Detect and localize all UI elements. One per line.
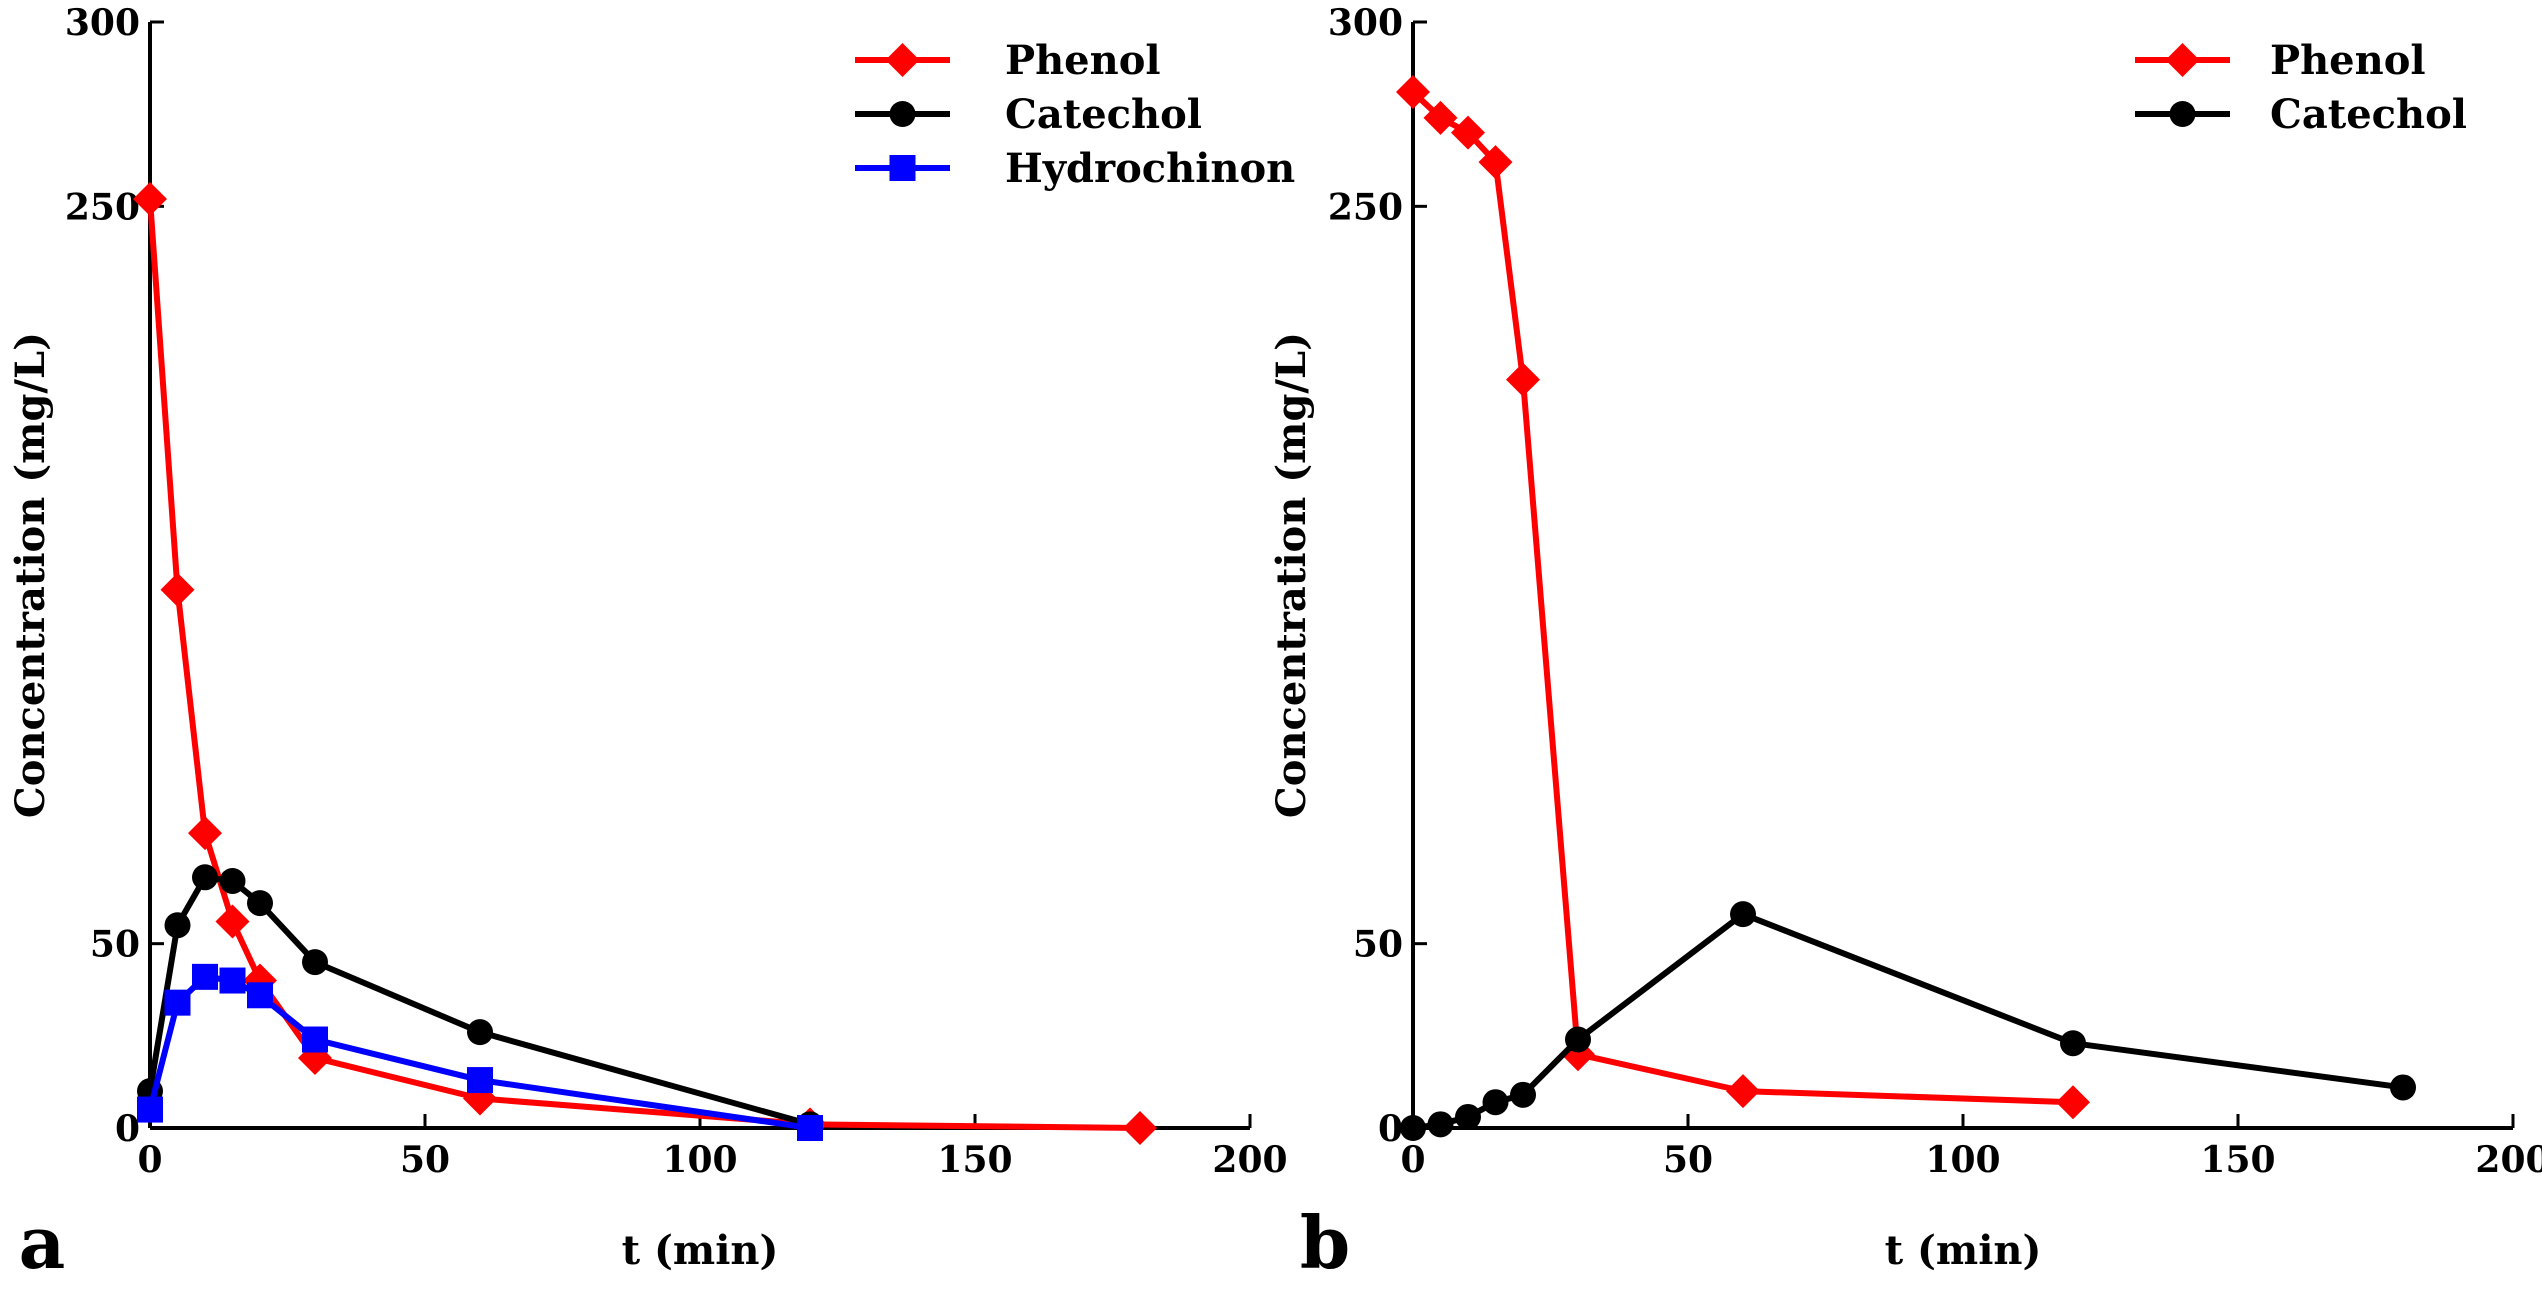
data-point-hydrochinon <box>137 1096 163 1123</box>
legend-entry-catechol: Catechol <box>2135 91 2467 138</box>
chart-panel-a: 0 50 100 150 200 0 50 250 300 t (min) Concentratio… <box>7 2 1295 1285</box>
legend-label: Phenol <box>1005 37 1161 84</box>
legend-marker <box>889 101 916 127</box>
series-catechol <box>1400 901 2416 1141</box>
y-tick-label: 50 <box>1353 924 1403 966</box>
data-point-catechol <box>302 949 328 976</box>
data-point-catechol <box>1730 901 1756 928</box>
data-point-phenol <box>1123 1111 1157 1145</box>
panel-label: b <box>1300 1200 1350 1285</box>
x-tick-label: 50 <box>400 1139 450 1181</box>
x-tick-label: 150 <box>2200 1139 2275 1181</box>
legend-label: Catechol <box>2270 91 2467 138</box>
y-tick-label: 250 <box>65 186 140 228</box>
data-point-hydrochinon <box>467 1067 493 1094</box>
data-point-phenol <box>160 572 195 607</box>
data-point-phenol <box>1726 1074 1760 1109</box>
chart-panel-b: 0 50 100 150 200 0 50 250 300 t (min) Concentratio… <box>1268 2 2542 1285</box>
y-tick-label: 50 <box>90 924 140 966</box>
y-tick-label: 0 <box>115 1108 140 1150</box>
legend-entry-phenol: Phenol <box>2135 37 2426 84</box>
y-tick-label: 0 <box>1378 1108 1403 1150</box>
data-point-catechol <box>2060 1030 2086 1057</box>
x-tick-label: 0 <box>137 1139 162 1181</box>
x-tick-label: 150 <box>937 1139 1012 1181</box>
x-tick-label: 100 <box>662 1139 737 1181</box>
data-point-catechol <box>1482 1089 1509 1116</box>
y-axis-title: Concentration (mg/L) <box>1268 332 1315 818</box>
series-phenol <box>133 181 1157 1145</box>
series-phenol <box>1396 75 2090 1120</box>
data-point-catechol <box>192 864 218 891</box>
panel-label: a <box>19 1200 66 1285</box>
data-point-phenol <box>188 816 222 851</box>
legend-label: Hydrochinon <box>1005 145 1295 192</box>
legend-marker <box>889 155 916 181</box>
series-line-phenol <box>1410 89 2074 1106</box>
data-point-phenol <box>1478 145 1513 180</box>
series-hydrochinon <box>137 963 823 1141</box>
data-point-hydrochinon <box>302 1026 328 1053</box>
x-tick-label: 200 <box>1212 1139 1287 1181</box>
x-axis-title: t (min) <box>622 1227 779 1274</box>
data-point-hydrochinon <box>219 967 246 994</box>
data-point-phenol <box>1396 75 1430 110</box>
legend-label: Catechol <box>1005 91 1202 138</box>
x-tick-label: 50 <box>1663 1139 1713 1181</box>
series-line-phenol <box>147 198 1141 1131</box>
data-point-catechol <box>219 867 246 894</box>
legend-marker <box>885 43 920 77</box>
data-point-catechol <box>1455 1103 1481 1130</box>
data-point-hydrochinon <box>797 1115 823 1141</box>
y-tick-label: 250 <box>1328 186 1403 228</box>
legend-entry-catechol: Catechol <box>855 91 1202 138</box>
data-point-phenol <box>1451 115 1485 150</box>
data-point-catechol <box>1510 1081 1536 1108</box>
x-tick-label: 0 <box>1400 1139 1425 1181</box>
data-point-phenol <box>215 904 250 939</box>
data-point-phenol <box>2056 1085 2090 1120</box>
legend-marker <box>2165 43 2200 77</box>
legend-entry-phenol: Phenol <box>855 37 1161 84</box>
data-point-phenol <box>133 181 167 216</box>
data-point-hydrochinon <box>192 963 218 990</box>
legend-entry-hydrochinon: Hydrochinon <box>855 145 1295 192</box>
legend-label: Phenol <box>2270 37 2426 84</box>
x-tick-label: 100 <box>1925 1139 2000 1181</box>
data-point-catechol <box>2390 1074 2416 1101</box>
x-axis-title: t (min) <box>1885 1227 2042 1274</box>
data-point-catechol <box>247 890 273 917</box>
data-point-catechol <box>1427 1111 1454 1138</box>
data-point-hydrochinon <box>247 982 273 1009</box>
data-point-catechol <box>467 1019 493 1046</box>
data-point-phenol <box>1423 100 1458 135</box>
data-point-catechol <box>1565 1026 1591 1053</box>
x-tick-label: 200 <box>2475 1139 2542 1181</box>
y-axis-title: Concentration (mg/L) <box>7 332 54 818</box>
data-point-phenol <box>1506 362 1540 397</box>
data-point-catechol <box>164 912 191 939</box>
y-tick-label: 300 <box>65 2 140 44</box>
legend-marker <box>2169 101 2196 127</box>
data-point-catechol <box>1400 1115 1426 1141</box>
y-tick-label: 300 <box>1328 2 1403 44</box>
data-point-hydrochinon <box>164 989 191 1016</box>
